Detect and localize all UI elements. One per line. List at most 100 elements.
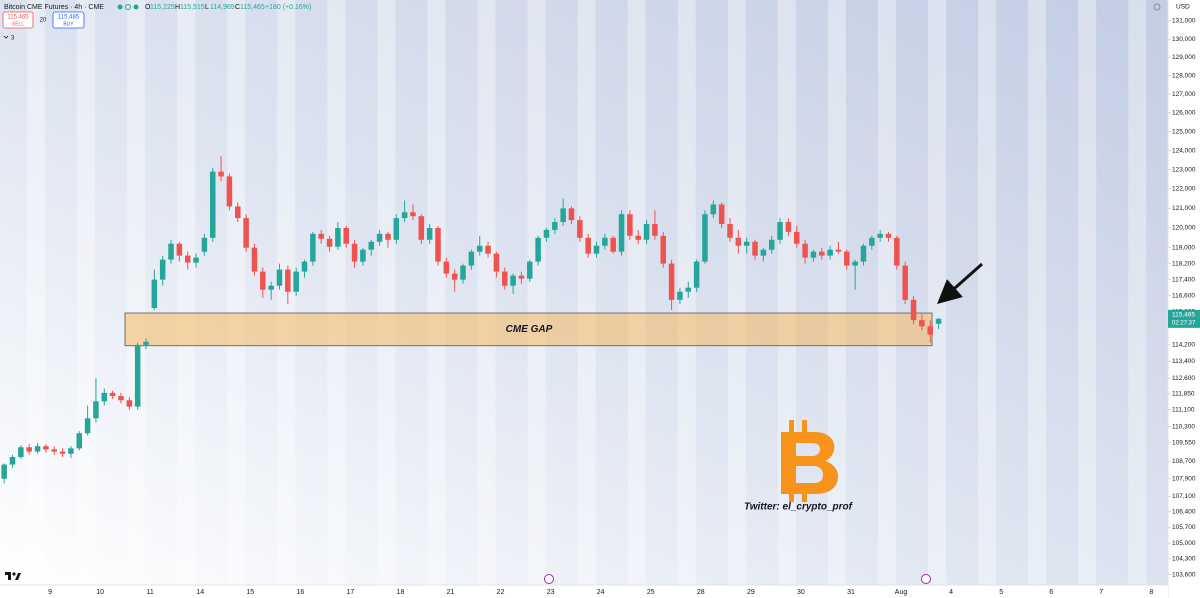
candle-body <box>652 224 658 236</box>
tradingview-logo <box>5 572 21 580</box>
x-tick-label: 25 <box>647 589 655 596</box>
y-tick-label: 118,200 <box>1172 260 1195 267</box>
candle-body <box>26 447 32 452</box>
candle-body <box>176 243 183 256</box>
candle-body <box>209 171 216 238</box>
candle-body <box>810 251 817 258</box>
session-stripe <box>527 0 546 585</box>
candle-body <box>527 261 533 279</box>
candle-body <box>159 259 166 280</box>
event-icon[interactable] <box>544 574 554 584</box>
y-tick-label: 112,600 <box>1172 375 1195 382</box>
session-stripe <box>978 0 997 585</box>
candle-body <box>260 271 266 290</box>
candle-body <box>894 237 900 266</box>
buy-price: 115,485 <box>58 15 80 21</box>
y-tick-label: 109,550 <box>1172 440 1196 447</box>
gap-label: CME GAP <box>506 324 553 335</box>
buy-button[interactable] <box>52 11 85 29</box>
y-tick-label: 107,100 <box>1172 493 1196 500</box>
bitcoin-logo <box>781 420 839 502</box>
session-stripes <box>27 0 1147 585</box>
x-tick-label: 9 <box>48 589 52 596</box>
session-stripe <box>227 0 246 585</box>
x-tick-label: 8 <box>1149 589 1153 596</box>
x-tick-label: 28 <box>697 589 705 596</box>
candle-body <box>501 271 508 286</box>
y-tick-label: 108,700 <box>1172 458 1196 465</box>
event-icon[interactable] <box>921 574 931 584</box>
candle-body <box>68 448 74 454</box>
settings-icon[interactable] <box>1153 3 1161 11</box>
session-stripe <box>377 0 396 585</box>
y-tick-label: 128,000 <box>1172 72 1196 79</box>
candle-body <box>819 251 825 256</box>
candle-body <box>343 227 349 244</box>
candle-body <box>577 220 583 238</box>
candle-body <box>18 447 24 457</box>
y-tick-label: 107,900 <box>1172 475 1196 482</box>
candle-body <box>84 418 91 434</box>
credit: Twitter: el_crypto_prof <box>744 502 854 513</box>
ohlc-key: O <box>145 4 151 11</box>
session-stripe <box>427 0 446 585</box>
candle-body <box>485 245 491 254</box>
currency: USD <box>1176 4 1190 11</box>
y-tick-label: 130,000 <box>1172 36 1196 43</box>
candle-body <box>627 214 633 236</box>
session-stripe <box>877 0 896 585</box>
last-price-label: 115,465 <box>1172 312 1195 319</box>
arrow <box>937 262 983 304</box>
candle-body <box>301 261 308 272</box>
candle-body <box>310 233 316 262</box>
candle-body <box>218 171 224 177</box>
candle-body <box>276 269 283 286</box>
candle-body <box>385 233 391 240</box>
buy-label: BUY <box>63 21 74 27</box>
candle-body <box>318 233 324 239</box>
y-tick-label: 121,000 <box>1172 205 1196 212</box>
ohlc-key: C <box>235 4 240 11</box>
candle-body <box>351 243 358 262</box>
y-tick-label: 110,300 <box>1172 424 1195 431</box>
session-stripe <box>627 0 646 585</box>
y-tick-label: 119,000 <box>1172 244 1195 251</box>
candle-body <box>685 287 692 292</box>
candle-body <box>435 227 441 262</box>
sell-button[interactable] <box>2 11 34 29</box>
y-tick-label: 123,000 <box>1172 166 1196 173</box>
candle-body <box>752 241 758 256</box>
candle-body <box>118 396 124 401</box>
ohlc-key: L <box>205 4 209 11</box>
candle-body <box>1 464 7 479</box>
y-tick-label: 124,000 <box>1172 147 1196 154</box>
x-tick-label: 21 <box>447 589 455 596</box>
status-dot <box>133 4 139 10</box>
x-tick-label: 18 <box>397 589 405 596</box>
ohlc-value: 115,465 <box>240 4 265 11</box>
session-stripe <box>827 0 846 585</box>
candle-body <box>768 239 775 250</box>
sell-label: SELL <box>12 21 24 27</box>
candle-body <box>443 261 450 274</box>
candle-body <box>201 237 208 252</box>
y-tick-label: 111,100 <box>1172 407 1195 414</box>
candle-body <box>543 229 550 238</box>
y-tick-label: 116,600 <box>1172 292 1195 299</box>
y-tick-label: 103,600 <box>1172 571 1196 578</box>
x-tick-label: 30 <box>797 589 805 596</box>
y-tick-label: 104,300 <box>1172 556 1196 563</box>
candle-body <box>844 251 850 266</box>
y-tick-label: 129,000 <box>1172 54 1196 61</box>
y-tick-label: 126,000 <box>1172 110 1196 117</box>
candle-body <box>568 208 575 221</box>
candle-body <box>902 265 908 300</box>
price-axis <box>1168 0 1200 598</box>
session-stripe <box>1028 0 1047 585</box>
x-tick-label: 15 <box>246 589 254 596</box>
candle-body <box>635 235 641 240</box>
session-stripe <box>677 0 696 585</box>
candle-body <box>643 224 650 240</box>
chevron[interactable] <box>3 35 9 39</box>
candle-body <box>143 341 149 345</box>
